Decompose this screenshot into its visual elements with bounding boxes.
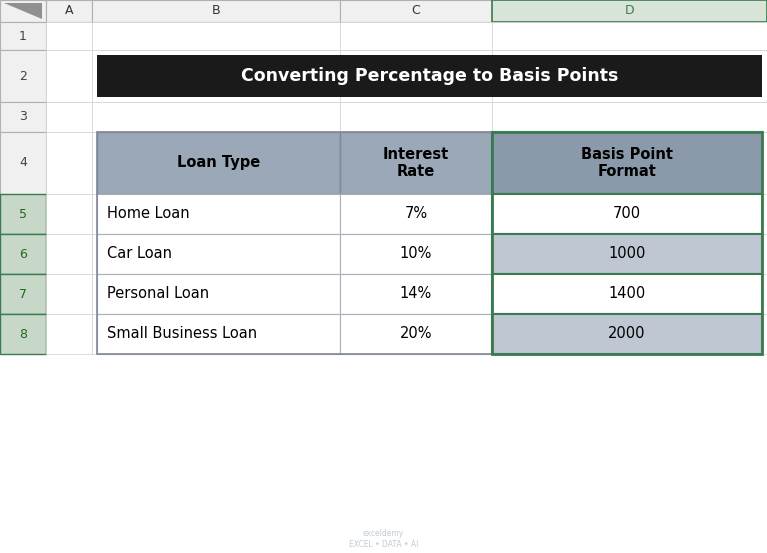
Bar (492, 234, 762, 274)
Bar (340, 50, 492, 102)
Bar (46, 102, 92, 132)
Bar (92, 0, 340, 22)
Bar (0, 22, 46, 50)
Bar (492, 22, 767, 50)
Text: D: D (624, 4, 634, 18)
Polygon shape (4, 3, 42, 19)
Text: 7%: 7% (404, 206, 427, 222)
Bar (92, 132, 340, 194)
Text: 3: 3 (19, 111, 27, 123)
Bar (92, 102, 340, 132)
Bar (492, 314, 767, 354)
Bar (340, 194, 492, 234)
Text: B: B (212, 4, 220, 18)
Text: 10%: 10% (400, 247, 432, 262)
Bar (340, 132, 492, 194)
Text: 6: 6 (19, 248, 27, 260)
Bar (97, 132, 340, 194)
Text: 1000: 1000 (608, 247, 646, 262)
Bar (92, 314, 340, 354)
Text: Loan Type: Loan Type (177, 155, 260, 170)
Bar (492, 274, 767, 314)
Text: Car Loan: Car Loan (107, 247, 172, 262)
Bar (492, 132, 762, 194)
Text: 4: 4 (19, 156, 27, 170)
Bar (92, 194, 340, 234)
Text: 700: 700 (613, 206, 641, 222)
Bar (340, 132, 492, 194)
Bar (0, 102, 46, 132)
Bar (0, 194, 46, 234)
Text: 5: 5 (19, 207, 27, 221)
Bar (340, 274, 492, 314)
Bar (92, 22, 340, 50)
Bar (97, 132, 762, 354)
Text: Home Loan: Home Loan (107, 206, 189, 222)
Bar (492, 132, 762, 354)
Text: 8: 8 (19, 327, 27, 341)
Bar (97, 234, 340, 274)
Bar (0, 234, 46, 274)
Text: Converting Percentage to Basis Points: Converting Percentage to Basis Points (241, 67, 618, 85)
Bar (0, 0, 46, 22)
Bar (0, 314, 46, 354)
Text: Basis Point
Format: Basis Point Format (581, 147, 673, 179)
Bar (46, 274, 92, 314)
Text: 14%: 14% (400, 286, 432, 301)
Text: exceldemy
EXCEL • DATA • AI: exceldemy EXCEL • DATA • AI (349, 529, 418, 549)
Bar (340, 234, 492, 274)
Text: A: A (64, 4, 74, 18)
Bar (492, 234, 767, 274)
Text: C: C (412, 4, 420, 18)
Bar (340, 0, 492, 22)
Bar (340, 314, 492, 354)
Bar (492, 0, 767, 22)
Bar (340, 22, 492, 50)
Bar (492, 274, 762, 314)
Bar (492, 102, 767, 132)
Text: 7: 7 (19, 288, 27, 300)
Bar (92, 234, 340, 274)
Bar (46, 314, 92, 354)
Bar (340, 314, 492, 354)
Bar (97, 194, 340, 234)
Text: 20%: 20% (400, 326, 433, 342)
Bar (340, 194, 492, 234)
Bar (492, 314, 762, 354)
Text: 1400: 1400 (608, 286, 646, 301)
Bar (492, 194, 767, 234)
Bar (46, 194, 92, 234)
Bar (97, 55, 762, 97)
Bar (340, 234, 492, 274)
Bar (92, 50, 340, 102)
Text: Interest
Rate: Interest Rate (383, 147, 449, 179)
Bar (0, 274, 46, 314)
Bar (97, 314, 340, 354)
Bar (492, 50, 767, 102)
Bar (46, 0, 92, 22)
Text: Personal Loan: Personal Loan (107, 286, 209, 301)
Bar (46, 50, 92, 102)
Text: 2000: 2000 (608, 326, 646, 342)
Bar (492, 132, 767, 194)
Text: Small Business Loan: Small Business Loan (107, 326, 257, 342)
Text: 1: 1 (19, 29, 27, 43)
Bar (46, 132, 92, 194)
Bar (92, 274, 340, 314)
Bar (492, 194, 762, 234)
Bar (0, 50, 46, 102)
Bar (340, 274, 492, 314)
Text: 2: 2 (19, 70, 27, 82)
Bar (0, 132, 46, 194)
Bar (46, 22, 92, 50)
Bar (97, 274, 340, 314)
Bar (46, 234, 92, 274)
Bar (340, 102, 492, 132)
